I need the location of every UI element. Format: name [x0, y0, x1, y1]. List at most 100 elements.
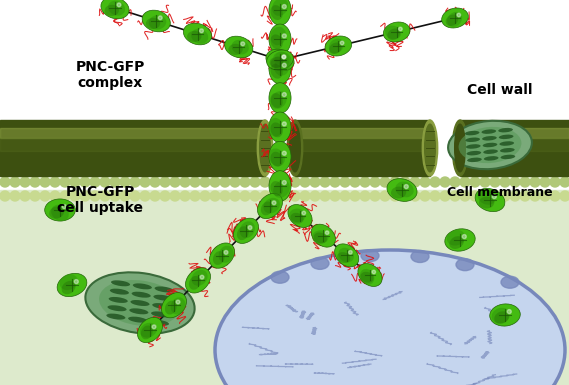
Ellipse shape: [240, 221, 255, 238]
Text: PNC-GFP
cell uptake: PNC-GFP cell uptake: [57, 185, 143, 215]
Ellipse shape: [111, 280, 130, 286]
Ellipse shape: [269, 112, 291, 142]
Ellipse shape: [270, 152, 283, 167]
Ellipse shape: [479, 197, 494, 209]
Ellipse shape: [501, 276, 519, 288]
Ellipse shape: [165, 301, 177, 315]
Ellipse shape: [270, 181, 283, 196]
Ellipse shape: [337, 252, 351, 263]
Ellipse shape: [228, 44, 243, 55]
Circle shape: [320, 177, 330, 187]
Circle shape: [400, 191, 410, 201]
Circle shape: [282, 63, 286, 67]
Ellipse shape: [329, 38, 344, 54]
Circle shape: [310, 191, 320, 201]
Ellipse shape: [142, 10, 170, 32]
Ellipse shape: [259, 124, 270, 172]
Ellipse shape: [187, 31, 201, 42]
Ellipse shape: [237, 226, 249, 240]
Ellipse shape: [329, 42, 341, 54]
Circle shape: [560, 177, 569, 187]
Ellipse shape: [274, 57, 290, 76]
Bar: [0, 190, 569, 385]
Ellipse shape: [152, 303, 171, 309]
Ellipse shape: [273, 180, 290, 198]
Ellipse shape: [191, 29, 208, 44]
Ellipse shape: [447, 12, 462, 27]
Circle shape: [90, 191, 100, 201]
Ellipse shape: [500, 141, 514, 146]
Ellipse shape: [261, 201, 273, 215]
Ellipse shape: [482, 136, 497, 141]
Circle shape: [372, 270, 376, 274]
Circle shape: [180, 191, 190, 201]
Ellipse shape: [387, 28, 400, 40]
Ellipse shape: [270, 93, 283, 108]
Ellipse shape: [133, 283, 152, 290]
Ellipse shape: [272, 0, 288, 16]
Circle shape: [282, 181, 286, 185]
Circle shape: [290, 177, 300, 187]
Circle shape: [360, 191, 370, 201]
Ellipse shape: [269, 141, 291, 172]
Circle shape: [200, 275, 204, 279]
Ellipse shape: [129, 308, 149, 314]
Circle shape: [480, 191, 490, 201]
Ellipse shape: [267, 50, 294, 70]
Text: Cell membrane: Cell membrane: [447, 186, 553, 199]
Ellipse shape: [271, 271, 289, 283]
Circle shape: [60, 177, 70, 187]
Circle shape: [240, 191, 250, 201]
Circle shape: [170, 177, 180, 187]
Circle shape: [360, 177, 370, 187]
Circle shape: [450, 177, 460, 187]
Ellipse shape: [151, 311, 170, 317]
Ellipse shape: [99, 280, 181, 326]
Ellipse shape: [266, 49, 294, 71]
Circle shape: [490, 177, 500, 187]
Circle shape: [440, 177, 450, 187]
Ellipse shape: [465, 131, 480, 135]
Bar: [460, 129, 569, 138]
Ellipse shape: [162, 293, 187, 318]
Circle shape: [74, 280, 79, 284]
Ellipse shape: [311, 224, 335, 247]
Ellipse shape: [45, 199, 75, 221]
Ellipse shape: [478, 189, 496, 205]
Ellipse shape: [445, 229, 475, 251]
Circle shape: [220, 191, 230, 201]
Circle shape: [300, 177, 310, 187]
Ellipse shape: [270, 91, 287, 109]
Circle shape: [540, 177, 550, 187]
Ellipse shape: [384, 22, 410, 42]
Circle shape: [220, 177, 230, 187]
Circle shape: [282, 151, 286, 155]
Ellipse shape: [459, 127, 521, 163]
Circle shape: [250, 177, 260, 187]
Circle shape: [158, 16, 162, 20]
Circle shape: [470, 177, 480, 187]
Circle shape: [282, 92, 286, 97]
Circle shape: [0, 177, 10, 187]
Bar: [295, 138, 430, 151]
Ellipse shape: [314, 233, 327, 243]
Ellipse shape: [60, 274, 77, 290]
Ellipse shape: [275, 52, 291, 67]
Ellipse shape: [447, 230, 465, 246]
Circle shape: [492, 194, 496, 199]
Ellipse shape: [501, 155, 516, 159]
Circle shape: [117, 3, 121, 7]
Circle shape: [280, 177, 290, 187]
Ellipse shape: [450, 236, 464, 249]
Ellipse shape: [270, 34, 283, 49]
Circle shape: [430, 191, 440, 201]
Ellipse shape: [361, 249, 379, 262]
Ellipse shape: [339, 248, 354, 262]
Circle shape: [507, 310, 512, 314]
Ellipse shape: [189, 276, 201, 290]
Ellipse shape: [268, 118, 283, 137]
Ellipse shape: [475, 188, 505, 212]
Circle shape: [302, 211, 306, 215]
Circle shape: [420, 191, 430, 201]
Circle shape: [340, 177, 350, 187]
